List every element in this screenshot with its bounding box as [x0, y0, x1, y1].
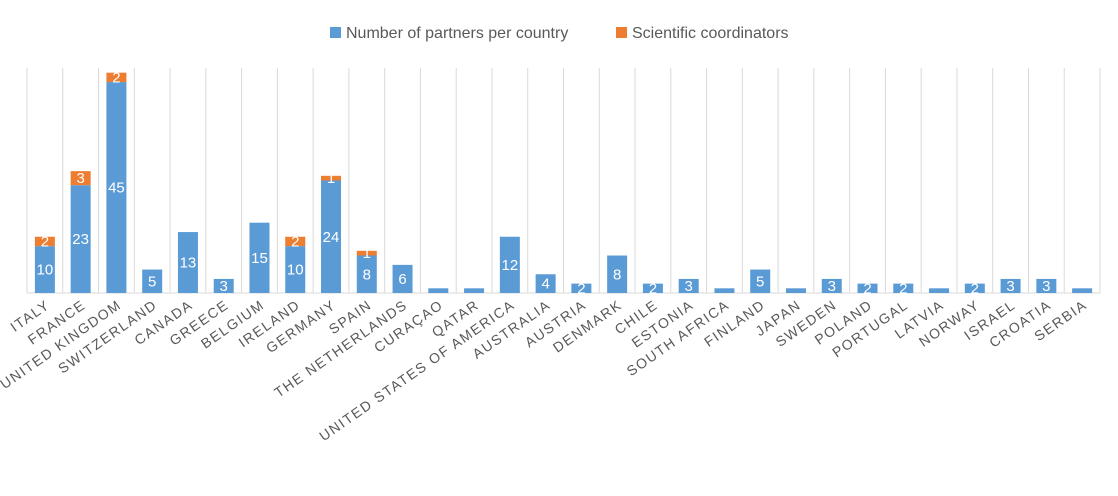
bar-partners: [607, 255, 628, 293]
bar-partners: [964, 283, 985, 293]
bar-partners: [929, 288, 950, 293]
data-label-partners: 4: [541, 276, 549, 293]
bar-partners: [642, 283, 663, 293]
data-label-partners: 2: [649, 280, 657, 297]
data-label-partners: 24: [323, 229, 340, 246]
data-label-partners: 2: [971, 280, 979, 297]
bar-partners: [785, 288, 806, 293]
legend: Number of partners per country Scientifi…: [330, 25, 789, 42]
bar-partners: [750, 269, 771, 293]
bar-coordinators: [285, 236, 306, 247]
bar-partners: [177, 232, 198, 293]
data-label-partners: 45: [108, 180, 125, 197]
data-label-partners: 8: [613, 266, 621, 283]
bar-coordinators: [106, 72, 127, 83]
legend-swatch-coordinators: [616, 27, 627, 38]
bar-partners: [356, 255, 377, 293]
bar-partners: [249, 222, 270, 293]
data-label-coordinators: 1: [327, 170, 335, 187]
bar-coordinators: [321, 175, 342, 181]
bar-partners: [285, 246, 306, 293]
bar-partners: [499, 236, 520, 293]
data-label-partners: 2: [577, 280, 585, 297]
bar-partners: [34, 246, 55, 293]
bar-partners: [893, 283, 914, 293]
bar-partners: [213, 278, 234, 293]
bar-partners: [678, 278, 699, 293]
bar-coordinators: [70, 171, 91, 186]
data-label-partners: 13: [180, 255, 197, 272]
data-label-coordinators: 2: [291, 233, 299, 250]
data-label-partners: 23: [72, 231, 89, 248]
legend-label-partners: Number of partners per country: [346, 25, 568, 42]
legend-swatch-partners: [330, 27, 341, 38]
data-label-partners: 2: [863, 280, 871, 297]
bar-partners: [571, 283, 592, 293]
data-label-partners: 10: [37, 262, 54, 279]
data-label-partners: 12: [502, 257, 519, 274]
data-label-coordinators: 2: [41, 233, 49, 250]
bar-coordinators: [34, 236, 55, 247]
bar-partners: [321, 180, 342, 293]
data-label-partners: 3: [1042, 278, 1050, 295]
bar-partners: [428, 288, 449, 293]
bar-partners: [392, 264, 413, 293]
bar-partners: [535, 274, 556, 293]
data-label-coordinators: 3: [76, 170, 84, 187]
bar-partners: [70, 185, 91, 293]
bar-partners: [857, 283, 878, 293]
bar-partners: [714, 288, 735, 293]
data-label-partners: 5: [148, 273, 156, 290]
data-label-partners: 15: [251, 250, 268, 267]
data-label-partners: 6: [398, 271, 406, 288]
bar-partners: [106, 82, 127, 293]
data-label-partners: 8: [363, 266, 371, 283]
bar-partners: [1000, 278, 1021, 293]
data-label-coordinators: 2: [112, 69, 120, 86]
data-label-partners: 3: [828, 278, 836, 295]
bar-partners: [1072, 288, 1093, 293]
bar-partners: [142, 269, 163, 293]
bar-partners: [464, 288, 485, 293]
data-label-partners: 3: [220, 278, 228, 295]
data-label-partners: 3: [1006, 278, 1014, 295]
bar-partners: [821, 278, 842, 293]
data-label-coordinators: 1: [363, 245, 371, 262]
data-label-partners: 10: [287, 262, 304, 279]
legend-label-coordinators: Scientific coordinators: [632, 25, 789, 42]
data-label-partners: 2: [899, 280, 907, 297]
bar-coordinators: [356, 250, 377, 256]
data-label-partners: 3: [685, 278, 693, 295]
bar-partners: [1036, 278, 1057, 293]
data-label-partners: 5: [756, 273, 764, 290]
